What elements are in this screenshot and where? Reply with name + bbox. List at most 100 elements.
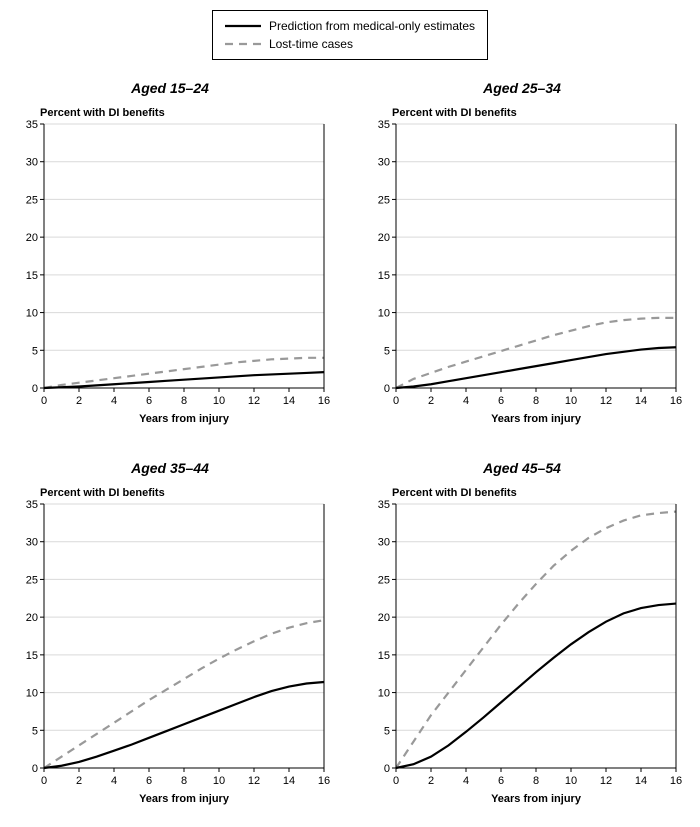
xtick-label: 10 bbox=[565, 775, 577, 787]
ytick-label: 10 bbox=[26, 688, 38, 700]
ytick-label: 35 bbox=[26, 499, 38, 511]
ytick-label: 10 bbox=[378, 308, 390, 320]
xtick-label: 0 bbox=[393, 395, 399, 407]
xtick-label: 10 bbox=[213, 775, 225, 787]
legend-item-solid: Prediction from medical-only estimates bbox=[225, 17, 475, 35]
chart-svg: 0 5 10 15 20 25 30 35 0 2 4 6 8 10 12 14 16 Percent with … bbox=[362, 482, 682, 812]
x-axis-label: Years from injury bbox=[139, 413, 230, 425]
ytick-label: 25 bbox=[378, 194, 390, 206]
xtick-label: 8 bbox=[533, 395, 539, 407]
ytick-label: 10 bbox=[378, 688, 390, 700]
xtick-label: 4 bbox=[463, 775, 469, 787]
ytick-label: 20 bbox=[378, 612, 390, 624]
xtick-label: 14 bbox=[635, 775, 647, 787]
ytick-label: 0 bbox=[384, 763, 390, 775]
ytick-label: 5 bbox=[32, 725, 38, 737]
ytick-label: 25 bbox=[26, 574, 38, 586]
ytick-label: 35 bbox=[378, 119, 390, 131]
xtick-label: 6 bbox=[498, 775, 504, 787]
xtick-label: 2 bbox=[76, 775, 82, 787]
xtick-label: 2 bbox=[76, 395, 82, 407]
chart-panel: Aged 15–24051015202530350246810121416Per… bbox=[10, 80, 330, 432]
legend-swatch-dash-icon bbox=[225, 38, 261, 50]
legend: Prediction from medical-only estimates L… bbox=[212, 10, 488, 60]
ytick-label: 25 bbox=[378, 574, 390, 586]
chart-svg: 051015202530350246810121416Percent with … bbox=[10, 482, 330, 812]
legend-label-dash: Lost-time cases bbox=[269, 35, 353, 53]
xtick-label: 0 bbox=[41, 395, 47, 407]
series-prediction bbox=[44, 682, 324, 768]
ytick-label: 0 bbox=[32, 383, 38, 395]
xtick-label: 6 bbox=[498, 395, 504, 407]
ytick-label: 0 bbox=[384, 383, 390, 395]
chart-panel: Aged 35–44051015202530350246810121416Per… bbox=[10, 460, 330, 812]
ytick-label: 15 bbox=[26, 270, 38, 282]
ytick-label: 5 bbox=[32, 345, 38, 357]
xtick-label: 12 bbox=[600, 395, 612, 407]
ytick-label: 30 bbox=[26, 537, 38, 549]
panel-title: Aged 35–44 bbox=[10, 460, 330, 476]
xtick-label: 4 bbox=[111, 775, 117, 787]
x-axis-label: Years from injury bbox=[491, 793, 582, 805]
series-lost-time bbox=[44, 620, 324, 768]
panel-title: Aged 25–34 bbox=[362, 80, 682, 96]
chart-svg: 051015202530350246810121416Percent with … bbox=[362, 102, 682, 432]
xtick-label: 14 bbox=[635, 395, 647, 407]
ytick-label: 30 bbox=[378, 537, 390, 549]
xtick-label: 16 bbox=[318, 775, 330, 787]
y-axis-label: Percent with DI benefits bbox=[392, 487, 517, 499]
y-axis-label: Percent with DI benefits bbox=[40, 107, 165, 119]
xtick-label: 6 bbox=[146, 395, 152, 407]
legend-item-dash: Lost-time cases bbox=[225, 35, 475, 53]
series-prediction bbox=[44, 372, 324, 388]
ytick-label: 15 bbox=[378, 650, 390, 662]
ytick-label: 30 bbox=[378, 157, 390, 169]
ytick-label: 5 bbox=[384, 345, 390, 357]
ytick-label: 30 bbox=[26, 157, 38, 169]
xtick-label: 16 bbox=[670, 395, 682, 407]
xtick-label: 0 bbox=[393, 775, 399, 787]
panel-grid: Aged 15–24051015202530350246810121416Per… bbox=[10, 80, 690, 812]
ytick-label: 20 bbox=[26, 612, 38, 624]
chart-panel: Aged 45–54 0 5 10 15 20 25 30 35 0 2 4 6 8 10 12 14 16 Per… bbox=[362, 460, 682, 812]
xtick-label: 2 bbox=[428, 775, 434, 787]
ytick-label: 25 bbox=[26, 194, 38, 206]
ytick-label: 35 bbox=[378, 499, 390, 511]
y-axis-label: Percent with DI benefits bbox=[40, 487, 165, 499]
xtick-label: 8 bbox=[181, 395, 187, 407]
xtick-label: 12 bbox=[600, 775, 612, 787]
series-prediction bbox=[396, 604, 676, 768]
ytick-label: 35 bbox=[26, 119, 38, 131]
y-axis-label: Percent with DI benefits bbox=[392, 107, 517, 119]
series-prediction bbox=[396, 347, 676, 388]
ytick-label: 20 bbox=[378, 232, 390, 244]
xtick-label: 12 bbox=[248, 395, 260, 407]
series-lost-time bbox=[396, 318, 676, 388]
xtick-label: 14 bbox=[283, 775, 295, 787]
xtick-label: 12 bbox=[248, 775, 260, 787]
ytick-label: 20 bbox=[26, 232, 38, 244]
xtick-label: 16 bbox=[318, 395, 330, 407]
x-axis-label: Years from injury bbox=[139, 793, 230, 805]
xtick-label: 4 bbox=[111, 395, 117, 407]
xtick-label: 14 bbox=[283, 395, 295, 407]
xtick-label: 10 bbox=[213, 395, 225, 407]
ytick-label: 15 bbox=[26, 650, 38, 662]
xtick-label: 0 bbox=[41, 775, 47, 787]
ytick-label: 10 bbox=[26, 308, 38, 320]
xtick-label: 2 bbox=[428, 395, 434, 407]
legend-label-solid: Prediction from medical-only estimates bbox=[269, 17, 475, 35]
xtick-label: 6 bbox=[146, 775, 152, 787]
chart-panel: Aged 25–34051015202530350246810121416Per… bbox=[362, 80, 682, 432]
xtick-label: 8 bbox=[181, 775, 187, 787]
legend-swatch-solid-icon bbox=[225, 20, 261, 32]
chart-svg: 0 5 10 15 20 25 30 35 0 2 4 6 8 10 12 14 16 Percent with … bbox=[10, 102, 330, 432]
x-axis-label: Years from injury bbox=[491, 413, 582, 425]
ytick-label: 5 bbox=[384, 725, 390, 737]
series-lost-time bbox=[396, 512, 676, 768]
xtick-label: 4 bbox=[463, 395, 469, 407]
panel-title: Aged 45–54 bbox=[362, 460, 682, 476]
xtick-label: 8 bbox=[533, 775, 539, 787]
xtick-label: 16 bbox=[670, 775, 682, 787]
xtick-label: 10 bbox=[565, 395, 577, 407]
